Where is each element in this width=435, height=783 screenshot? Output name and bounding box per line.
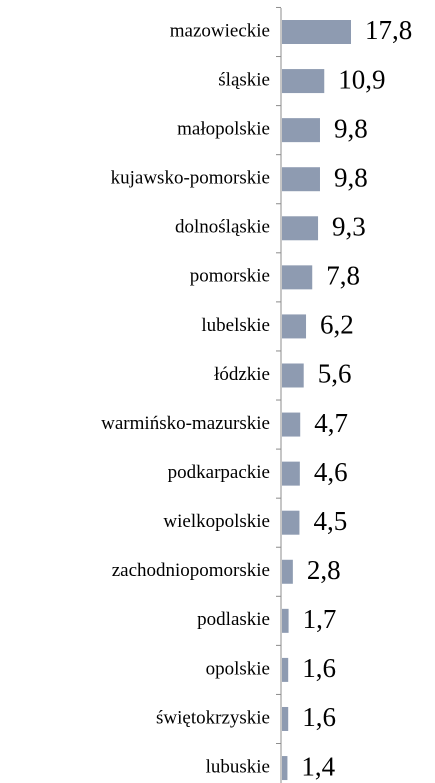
- value-label: 1,7: [303, 604, 337, 634]
- bar: [282, 756, 288, 781]
- category-label: śląskie: [218, 69, 270, 90]
- value-label: 7,8: [326, 261, 360, 291]
- category-label: warmińsko-mazurskie: [101, 413, 270, 434]
- value-label: 4,6: [314, 457, 348, 487]
- value-label: 17,8: [365, 15, 412, 45]
- bar: [282, 510, 300, 535]
- bar: [282, 167, 320, 192]
- bar: [282, 216, 319, 241]
- value-label: 1,6: [302, 702, 336, 732]
- value-label: 4,5: [313, 506, 347, 536]
- value-label: 1,6: [302, 653, 336, 683]
- bar: [282, 412, 301, 437]
- value-label: 10,9: [338, 64, 385, 94]
- category-label: zachodniopomorskie: [112, 560, 270, 581]
- bar: [282, 69, 325, 94]
- category-label: świętokrzyskie: [156, 707, 270, 728]
- value-label: 9,8: [334, 113, 368, 143]
- category-label: pomorskie: [190, 266, 270, 287]
- value-label: 1,4: [301, 751, 335, 781]
- category-label: kujawsko-pomorskie: [111, 168, 270, 189]
- category-label: wielkopolskie: [163, 511, 270, 532]
- bar: [282, 608, 289, 633]
- category-label: opolskie: [206, 658, 270, 679]
- bar: [282, 461, 300, 486]
- category-label: podkarpackie: [168, 462, 270, 483]
- category-label: lubuskie: [206, 756, 270, 777]
- value-label: 2,8: [307, 555, 341, 585]
- bar: [282, 265, 313, 290]
- value-label: 4,7: [314, 408, 348, 438]
- value-label: 5,6: [318, 359, 352, 389]
- bar: [282, 363, 304, 388]
- category-label: lubelskie: [201, 315, 270, 336]
- category-label: podlaskie: [197, 609, 270, 630]
- value-label: 9,8: [334, 162, 368, 192]
- bar: [282, 559, 293, 584]
- category-label: łódzkie: [214, 364, 270, 385]
- value-label: 9,3: [332, 211, 366, 241]
- bar: [282, 657, 289, 682]
- bar: [282, 706, 289, 731]
- category-label: małopolskie: [177, 118, 270, 139]
- bar: [282, 20, 351, 44]
- value-label: 6,2: [320, 310, 354, 340]
- category-label: dolnośląskie: [175, 217, 270, 238]
- bar: [282, 118, 320, 143]
- category-label: mazowieckie: [170, 20, 270, 41]
- bar: [282, 314, 307, 339]
